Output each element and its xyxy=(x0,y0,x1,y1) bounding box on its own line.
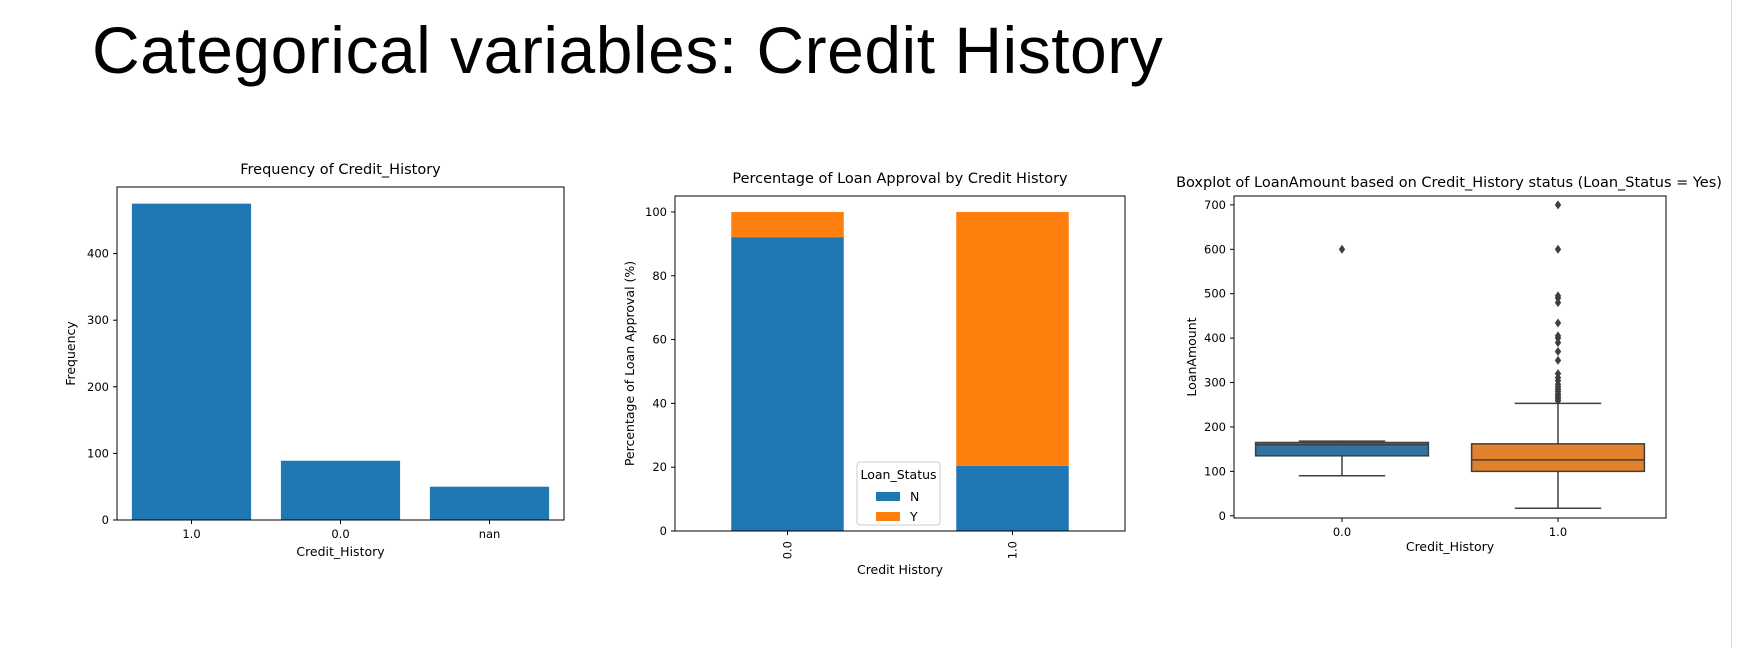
x-tick-label: 0.0 xyxy=(781,541,795,559)
x-tick-label: 1.0 xyxy=(182,527,200,541)
outlier-point xyxy=(1554,369,1562,379)
bar-0.0 xyxy=(280,460,401,520)
y-tick-label: 0 xyxy=(660,524,667,538)
y-tick-label: 20 xyxy=(652,460,667,474)
chart-title: Percentage of Loan Approval by Credit Hi… xyxy=(732,171,1068,187)
bar-1.0 xyxy=(131,203,252,520)
outlier-point xyxy=(1554,355,1562,365)
y-axis-label: Percentage of Loan Approval (%) xyxy=(622,261,637,466)
y-tick-label: 600 xyxy=(1204,242,1226,256)
y-tick-label: 0 xyxy=(1219,509,1226,523)
x-tick-label: 1.0 xyxy=(1006,541,1020,559)
y-tick-label: 200 xyxy=(87,380,109,394)
chart-title: Frequency of Credit_History xyxy=(240,162,441,178)
plot-frame xyxy=(116,186,565,521)
x-tick-label: 0.0 xyxy=(331,527,349,541)
x-tick-label: nan xyxy=(479,527,501,541)
y-tick-label: 500 xyxy=(1204,287,1226,301)
outlier-point xyxy=(1554,200,1562,210)
plot-frame xyxy=(1233,195,1667,519)
x-axis-label: Credit_History xyxy=(296,544,385,559)
outlier-point xyxy=(1338,244,1346,254)
y-tick-label: 0 xyxy=(102,513,109,527)
box-0.0 xyxy=(1254,441,1430,457)
bar-1.0-N xyxy=(956,465,1069,531)
legend-title: Loan_Status xyxy=(860,467,936,482)
y-axis-label: LoanAmount xyxy=(1184,317,1199,396)
y-tick-label: 200 xyxy=(1204,420,1226,434)
box-1.0 xyxy=(1470,443,1646,473)
y-tick-label: 300 xyxy=(87,313,109,327)
y-tick-label: 100 xyxy=(645,205,667,219)
y-tick-label: 100 xyxy=(87,446,109,460)
outlier-point xyxy=(1554,244,1562,254)
chart-title: Boxplot of LoanAmount based on Credit_Hi… xyxy=(1176,175,1722,191)
slide-title: Categorical variables: Credit History xyxy=(92,13,1164,87)
bar-0.0-N xyxy=(731,237,844,531)
slide-edge-divider xyxy=(1731,0,1732,648)
y-axis-label: Frequency xyxy=(63,321,78,386)
bar-nan xyxy=(429,486,550,520)
legend-swatch-Y xyxy=(876,512,900,521)
bar-0.0-Y xyxy=(731,211,844,238)
y-tick-label: 400 xyxy=(1204,331,1226,345)
y-tick-label: 80 xyxy=(652,269,667,283)
x-axis-label: Credit History xyxy=(857,562,944,577)
outlier-point xyxy=(1554,346,1562,356)
x-axis-label: Credit_History xyxy=(1406,539,1495,554)
legend-swatch-N xyxy=(876,492,900,501)
y-tick-label: 300 xyxy=(1204,376,1226,390)
legend-label-Y: Y xyxy=(909,509,918,524)
plot-frame xyxy=(674,195,1126,532)
y-tick-label: 40 xyxy=(652,396,667,410)
y-tick-label: 60 xyxy=(652,333,667,347)
outlier-point xyxy=(1554,291,1562,301)
legend-label-N: N xyxy=(910,489,919,504)
y-tick-label: 400 xyxy=(87,247,109,261)
bar-1.0-Y xyxy=(956,211,1069,466)
outlier-point xyxy=(1554,331,1562,341)
x-tick-label: 1.0 xyxy=(1549,525,1567,539)
x-tick-label: 0.0 xyxy=(1333,525,1351,539)
y-tick-label: 700 xyxy=(1204,198,1226,212)
y-tick-label: 100 xyxy=(1204,464,1226,478)
outlier-point xyxy=(1554,318,1562,328)
